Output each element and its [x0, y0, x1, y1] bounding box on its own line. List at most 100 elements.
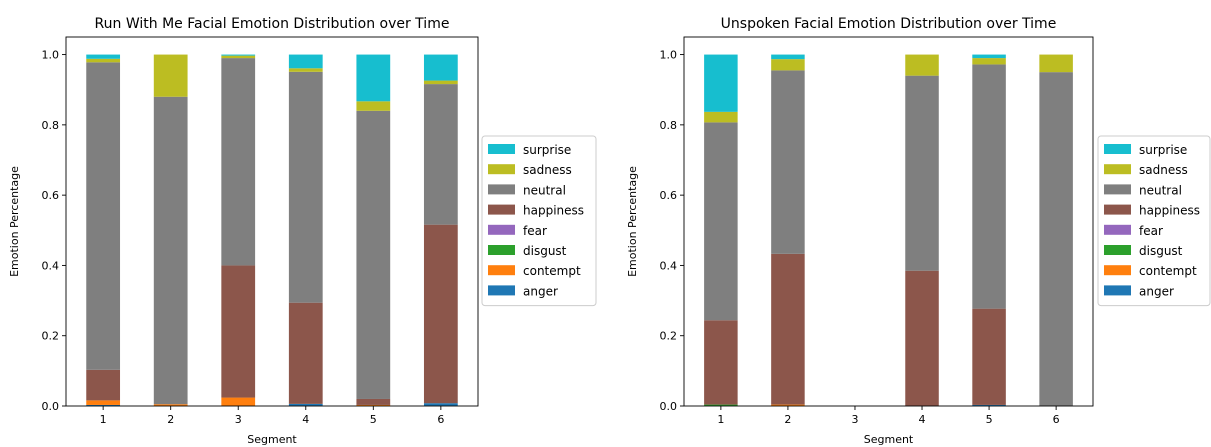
bar-happiness-segment-5 [356, 398, 391, 405]
legend-label-disgust: disgust [523, 244, 567, 258]
legend-box [1097, 135, 1211, 307]
bar-neutral-segment-2 [771, 70, 805, 254]
bar-sadness-segment-2 [771, 59, 805, 71]
bar-surprise-segment-4 [288, 54, 323, 69]
legend-box [481, 135, 597, 307]
bar-neutral-segment-2 [153, 96, 188, 405]
legend-swatch-contempt [488, 265, 515, 276]
bar-sadness-segment-5 [356, 101, 391, 111]
legend-swatch-happiness [488, 204, 515, 215]
x-tick-label: 6 [1053, 413, 1060, 426]
legend-label-fear: fear [1139, 224, 1163, 238]
bar-happiness-segment-2 [771, 253, 805, 405]
legend-swatch-fear [1104, 224, 1131, 235]
bar-neutral-segment-6 [423, 84, 458, 225]
bar-sadness-segment-1 [704, 111, 738, 123]
bar-surprise-segment-3 [221, 54, 256, 56]
legend-swatch-sadness [488, 164, 515, 175]
legend-label-neutral: neutral [523, 183, 566, 197]
legend-label-happiness: happiness [523, 204, 584, 218]
chart-run-with-me: 0.0 0.2 0.4 0.6 0.8 1.0 1 2 3 4 5 6 Run With Me Faci… [8, 16, 597, 446]
legend-swatch-neutral [488, 184, 515, 195]
legend-label-disgust: disgust [1139, 244, 1183, 258]
y-tick-label: 0.0 [660, 400, 678, 413]
legend-label-contempt: contempt [1139, 264, 1197, 278]
legend-label-sadness: sadness [1139, 163, 1188, 177]
chart-unspoken: 0.0 0.2 0.4 0.6 0.8 1.0 1 2 3 4 5 6 Unspoken Facial … [626, 16, 1211, 446]
bar-sadness-segment-4 [288, 68, 323, 72]
y-tick-label: 0.6 [42, 189, 60, 202]
bar-surprise-segment-5 [356, 54, 391, 102]
bar-happiness-segment-4 [288, 302, 323, 404]
y-tick-label: 0.2 [42, 330, 60, 343]
bar-surprise-segment-1 [86, 54, 121, 59]
bar-sadness-segment-3 [221, 55, 256, 59]
y-tick-label: 0.8 [42, 119, 60, 132]
bar-contempt-segment-1 [86, 400, 121, 405]
x-tick-label: 4 [302, 413, 309, 426]
bar-happiness-segment-4 [905, 270, 939, 406]
bar-surprise-segment-5 [972, 54, 1006, 59]
legend-swatch-fear [488, 224, 515, 235]
legend-swatch-neutral [1104, 184, 1131, 195]
bar-neutral-segment-5 [356, 110, 391, 399]
bar-sadness-segment-1 [86, 58, 121, 63]
x-tick-label: 1 [717, 413, 724, 426]
bar-sadness-segment-6 [1039, 54, 1073, 73]
x-tick-label: 6 [437, 413, 444, 426]
bar-anger-segment-6 [423, 403, 458, 406]
y-tick-label: 0.0 [42, 400, 60, 413]
bar-sadness-segment-2 [153, 54, 188, 97]
bar-neutral-segment-1 [704, 122, 738, 321]
legend-label-surprise: surprise [523, 143, 571, 157]
legend-label-surprise: surprise [1139, 143, 1187, 157]
bar-contempt-segment-5 [356, 404, 391, 406]
bar-surprise-segment-2 [771, 54, 805, 60]
x-tick-label: 4 [919, 413, 926, 426]
chart-title: Unspoken Facial Emotion Distribution ove… [721, 16, 1057, 32]
y-tick-label: 1.0 [42, 49, 60, 62]
legend-label-anger: anger [523, 284, 558, 298]
bar-happiness-segment-3 [221, 265, 256, 398]
bar-happiness-segment-1 [86, 369, 121, 401]
legend-label-happiness: happiness [1139, 204, 1200, 218]
y-tick-label: 0.8 [660, 119, 678, 132]
y-tick-label: 0.4 [42, 259, 60, 272]
bar-neutral-segment-1 [86, 62, 121, 370]
bar-sadness-segment-6 [423, 80, 458, 85]
y-tick-label: 0.4 [660, 259, 678, 272]
bar-anger-segment-5 [972, 404, 1006, 406]
legend-label-fear: fear [523, 224, 547, 238]
x-tick-label: 2 [167, 413, 174, 426]
bar-anger-segment-4 [288, 403, 323, 406]
bar-neutral-segment-3 [221, 58, 256, 266]
legend-swatch-happiness [1104, 204, 1131, 215]
x-tick-label: 1 [100, 413, 107, 426]
x-tick-label: 3 [851, 413, 858, 426]
bar-neutral-segment-4 [905, 75, 939, 271]
legend-swatch-contempt [1104, 265, 1131, 276]
x-tick-label: 5 [986, 413, 993, 426]
legend-swatch-anger [1104, 285, 1131, 296]
x-tick-label: 2 [784, 413, 791, 426]
bar-contempt-segment-2 [771, 404, 805, 406]
plot-frame [683, 36, 1094, 407]
legend-swatch-surprise [1104, 144, 1131, 154]
bar-happiness-segment-1 [704, 320, 738, 405]
legend-label-contempt: contempt [523, 264, 581, 278]
y-tick-label: 1.0 [660, 49, 678, 62]
bar-contempt-segment-2 [153, 404, 188, 406]
bar-neutral-segment-4 [288, 71, 323, 303]
chart-title: Run With Me Facial Emotion Distribution … [95, 16, 450, 32]
legend-swatch-disgust [1104, 245, 1131, 255]
legend-swatch-sadness [1104, 164, 1131, 175]
x-tick-label: 3 [235, 413, 242, 426]
legend-label-sadness: sadness [523, 163, 572, 177]
bar-sadness-segment-4 [905, 54, 939, 76]
y-tick-label: 0.2 [660, 330, 678, 343]
x-tick-label: 5 [370, 413, 377, 426]
bar-neutral-segment-6 [1039, 72, 1073, 406]
bar-anger-segment-1 [86, 404, 121, 406]
y-axis-label: Emotion Percentage [8, 166, 21, 277]
